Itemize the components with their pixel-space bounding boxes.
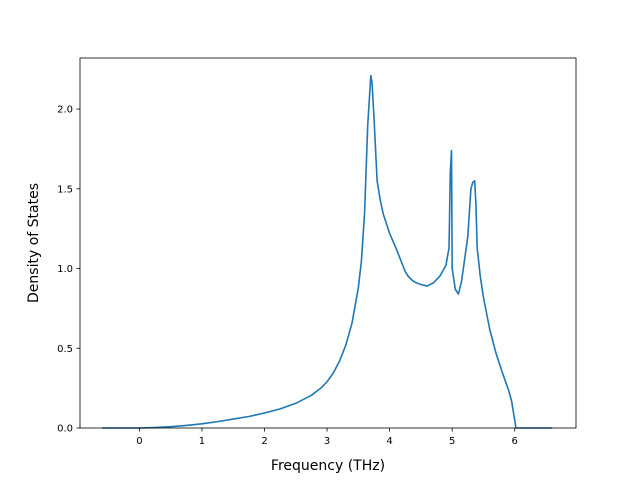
dos-series-line-0 bbox=[101, 74, 553, 429]
y-tick-label: 0.5 bbox=[57, 344, 73, 355]
x-tick-label: 6 bbox=[512, 436, 518, 447]
y-tick-label: 0.0 bbox=[57, 424, 73, 435]
plot-frame bbox=[79, 57, 577, 429]
x-tick-label: 1 bbox=[199, 436, 205, 447]
series-layer bbox=[101, 74, 553, 429]
x-tick-label: 4 bbox=[386, 436, 392, 447]
y-tick-label: 1.5 bbox=[57, 184, 73, 195]
y-axis: 0.0 0.5 1.0 1.5 2.0 bbox=[57, 105, 80, 435]
plot-area bbox=[80, 58, 576, 428]
x-tick-label: 0 bbox=[136, 436, 142, 447]
x-axis-label: Frequency (THz) bbox=[271, 458, 385, 474]
x-axis: 0 1 2 3 4 5 6 bbox=[136, 428, 518, 447]
y-tick-label: 1.0 bbox=[57, 264, 73, 275]
x-tick-label: 2 bbox=[261, 436, 267, 447]
y-axis-label: Density of States bbox=[26, 183, 42, 303]
y-tick-label: 2.0 bbox=[57, 105, 73, 116]
x-tick-label: 5 bbox=[449, 436, 455, 447]
x-tick-label: 3 bbox=[324, 436, 330, 447]
